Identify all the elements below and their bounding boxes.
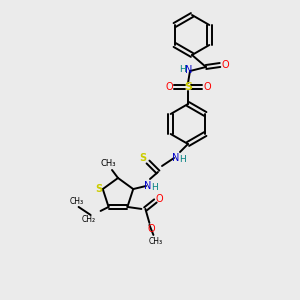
- Text: H: H: [152, 182, 158, 191]
- Text: H: H: [180, 154, 186, 164]
- Text: O: O: [148, 224, 155, 234]
- Text: S: S: [95, 184, 102, 194]
- Text: CH₃: CH₃: [100, 158, 116, 167]
- Text: O: O: [156, 194, 163, 204]
- Text: CH₃: CH₃: [70, 197, 84, 206]
- Text: S: S: [184, 82, 192, 92]
- Text: H: H: [180, 65, 186, 74]
- Text: O: O: [203, 82, 211, 92]
- Text: N: N: [185, 65, 193, 75]
- Text: O: O: [165, 82, 173, 92]
- Text: S: S: [140, 153, 147, 163]
- Text: CH₃: CH₃: [148, 237, 163, 246]
- Text: O: O: [221, 60, 229, 70]
- Text: N: N: [172, 153, 180, 163]
- Text: N: N: [144, 181, 152, 191]
- Text: CH₂: CH₂: [82, 215, 96, 224]
